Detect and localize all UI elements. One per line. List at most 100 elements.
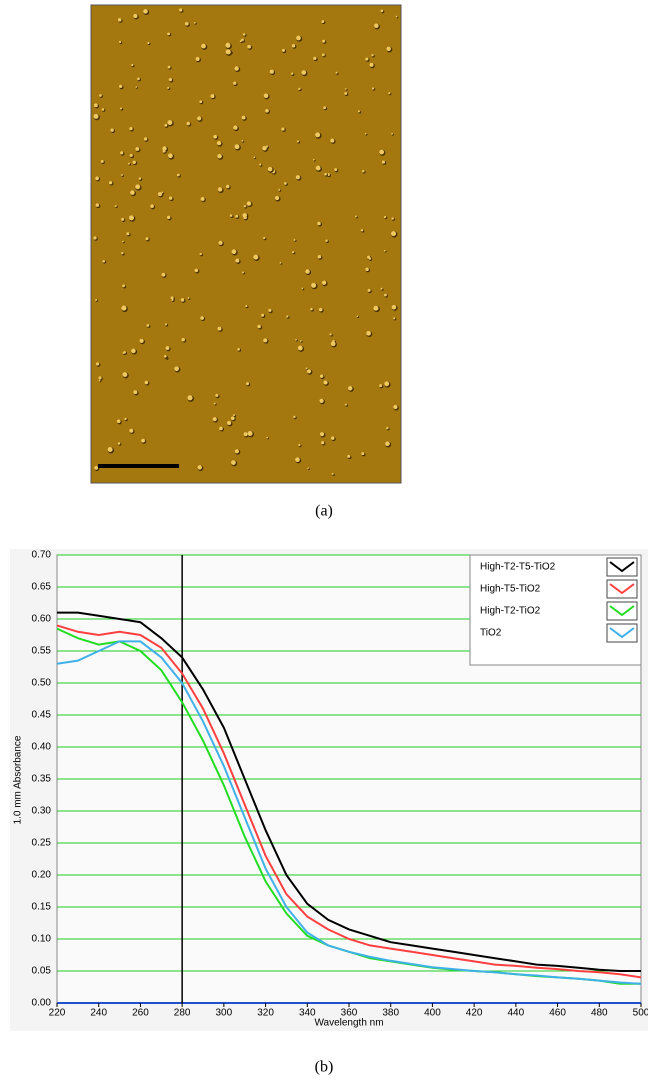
particle bbox=[373, 305, 379, 311]
particle bbox=[210, 94, 215, 99]
particle bbox=[98, 376, 102, 380]
particle bbox=[243, 432, 248, 437]
particle bbox=[217, 153, 222, 159]
particle bbox=[311, 282, 317, 288]
particle bbox=[167, 120, 173, 126]
particle bbox=[187, 297, 190, 299]
particle bbox=[241, 115, 246, 120]
particle bbox=[118, 40, 122, 44]
particle bbox=[381, 160, 386, 164]
legend-swatch bbox=[609, 627, 635, 639]
particle bbox=[150, 204, 154, 208]
y-tick-label: 0.65 bbox=[32, 582, 52, 593]
x-tick-label: 480 bbox=[591, 1008, 608, 1019]
particle bbox=[133, 390, 138, 395]
y-tick-label: 0.40 bbox=[32, 742, 52, 753]
particle bbox=[200, 316, 204, 320]
particle bbox=[197, 116, 202, 121]
particle bbox=[281, 127, 285, 131]
particle bbox=[95, 298, 98, 301]
particle bbox=[162, 149, 166, 153]
particle bbox=[331, 436, 335, 440]
particle bbox=[395, 15, 398, 18]
y-axis-label: 1.0 mm Absorbance bbox=[13, 735, 24, 824]
particle bbox=[141, 438, 146, 443]
particle bbox=[107, 447, 113, 453]
x-axis-label: Wavelength nm bbox=[314, 1018, 383, 1029]
particle bbox=[128, 162, 131, 165]
particle bbox=[310, 307, 313, 311]
particle bbox=[371, 87, 375, 90]
y-tick-label: 0.50 bbox=[32, 678, 52, 689]
particle bbox=[200, 197, 205, 201]
particle bbox=[186, 121, 191, 126]
particle bbox=[393, 317, 396, 320]
particle bbox=[163, 354, 167, 358]
particle bbox=[144, 380, 149, 385]
particle bbox=[132, 160, 136, 164]
particle bbox=[181, 337, 186, 342]
particle bbox=[371, 54, 374, 57]
particle bbox=[374, 23, 379, 29]
particle bbox=[380, 287, 383, 290]
particle bbox=[110, 128, 114, 132]
particle bbox=[319, 432, 325, 437]
particle bbox=[199, 100, 203, 104]
particle bbox=[174, 366, 179, 372]
particle bbox=[305, 367, 308, 370]
particle bbox=[138, 177, 142, 180]
y-tick-label: 0.60 bbox=[32, 614, 52, 625]
particle bbox=[261, 313, 265, 317]
afm-image bbox=[90, 4, 402, 484]
particle bbox=[266, 436, 269, 439]
particle bbox=[167, 86, 170, 89]
x-tick-label: 240 bbox=[90, 1008, 107, 1019]
particle bbox=[315, 165, 321, 171]
particle bbox=[301, 287, 304, 290]
particle bbox=[124, 417, 127, 421]
particle bbox=[320, 374, 324, 378]
particle bbox=[233, 125, 238, 130]
particle bbox=[259, 163, 262, 166]
particle bbox=[217, 187, 223, 192]
legend-swatch bbox=[609, 605, 635, 617]
particle bbox=[344, 403, 347, 406]
particle bbox=[307, 467, 309, 469]
particle bbox=[235, 214, 239, 218]
particle bbox=[135, 184, 141, 190]
particle bbox=[225, 42, 231, 48]
particle bbox=[335, 71, 338, 74]
particle bbox=[147, 41, 150, 45]
particle bbox=[143, 9, 148, 14]
y-tick-label: 0.35 bbox=[32, 774, 52, 785]
particle bbox=[365, 57, 369, 61]
x-tick-label: 320 bbox=[257, 1008, 274, 1019]
particle bbox=[292, 250, 295, 254]
particle bbox=[102, 259, 106, 263]
particle bbox=[101, 108, 105, 111]
particle bbox=[293, 238, 296, 241]
afm-particles bbox=[93, 8, 399, 476]
particle bbox=[130, 190, 135, 195]
particle bbox=[168, 196, 173, 200]
particle bbox=[257, 324, 261, 329]
particle bbox=[383, 249, 386, 252]
y-tick-label: 0.25 bbox=[32, 838, 52, 849]
particle bbox=[119, 107, 123, 110]
legend-label: High-T5-TiO2 bbox=[480, 584, 541, 595]
particle bbox=[194, 268, 199, 273]
particle bbox=[388, 92, 391, 95]
x-tick-label: 340 bbox=[299, 1008, 316, 1019]
particle bbox=[274, 195, 280, 201]
particle bbox=[234, 66, 239, 71]
series-line bbox=[56, 640, 642, 985]
particle bbox=[313, 56, 317, 60]
particle bbox=[360, 229, 364, 232]
particle bbox=[369, 62, 374, 67]
particle bbox=[385, 441, 390, 447]
particle bbox=[95, 362, 100, 366]
x-tick-label: 300 bbox=[216, 1008, 233, 1019]
particle bbox=[263, 236, 266, 240]
particle bbox=[225, 184, 230, 189]
particle bbox=[201, 43, 206, 49]
